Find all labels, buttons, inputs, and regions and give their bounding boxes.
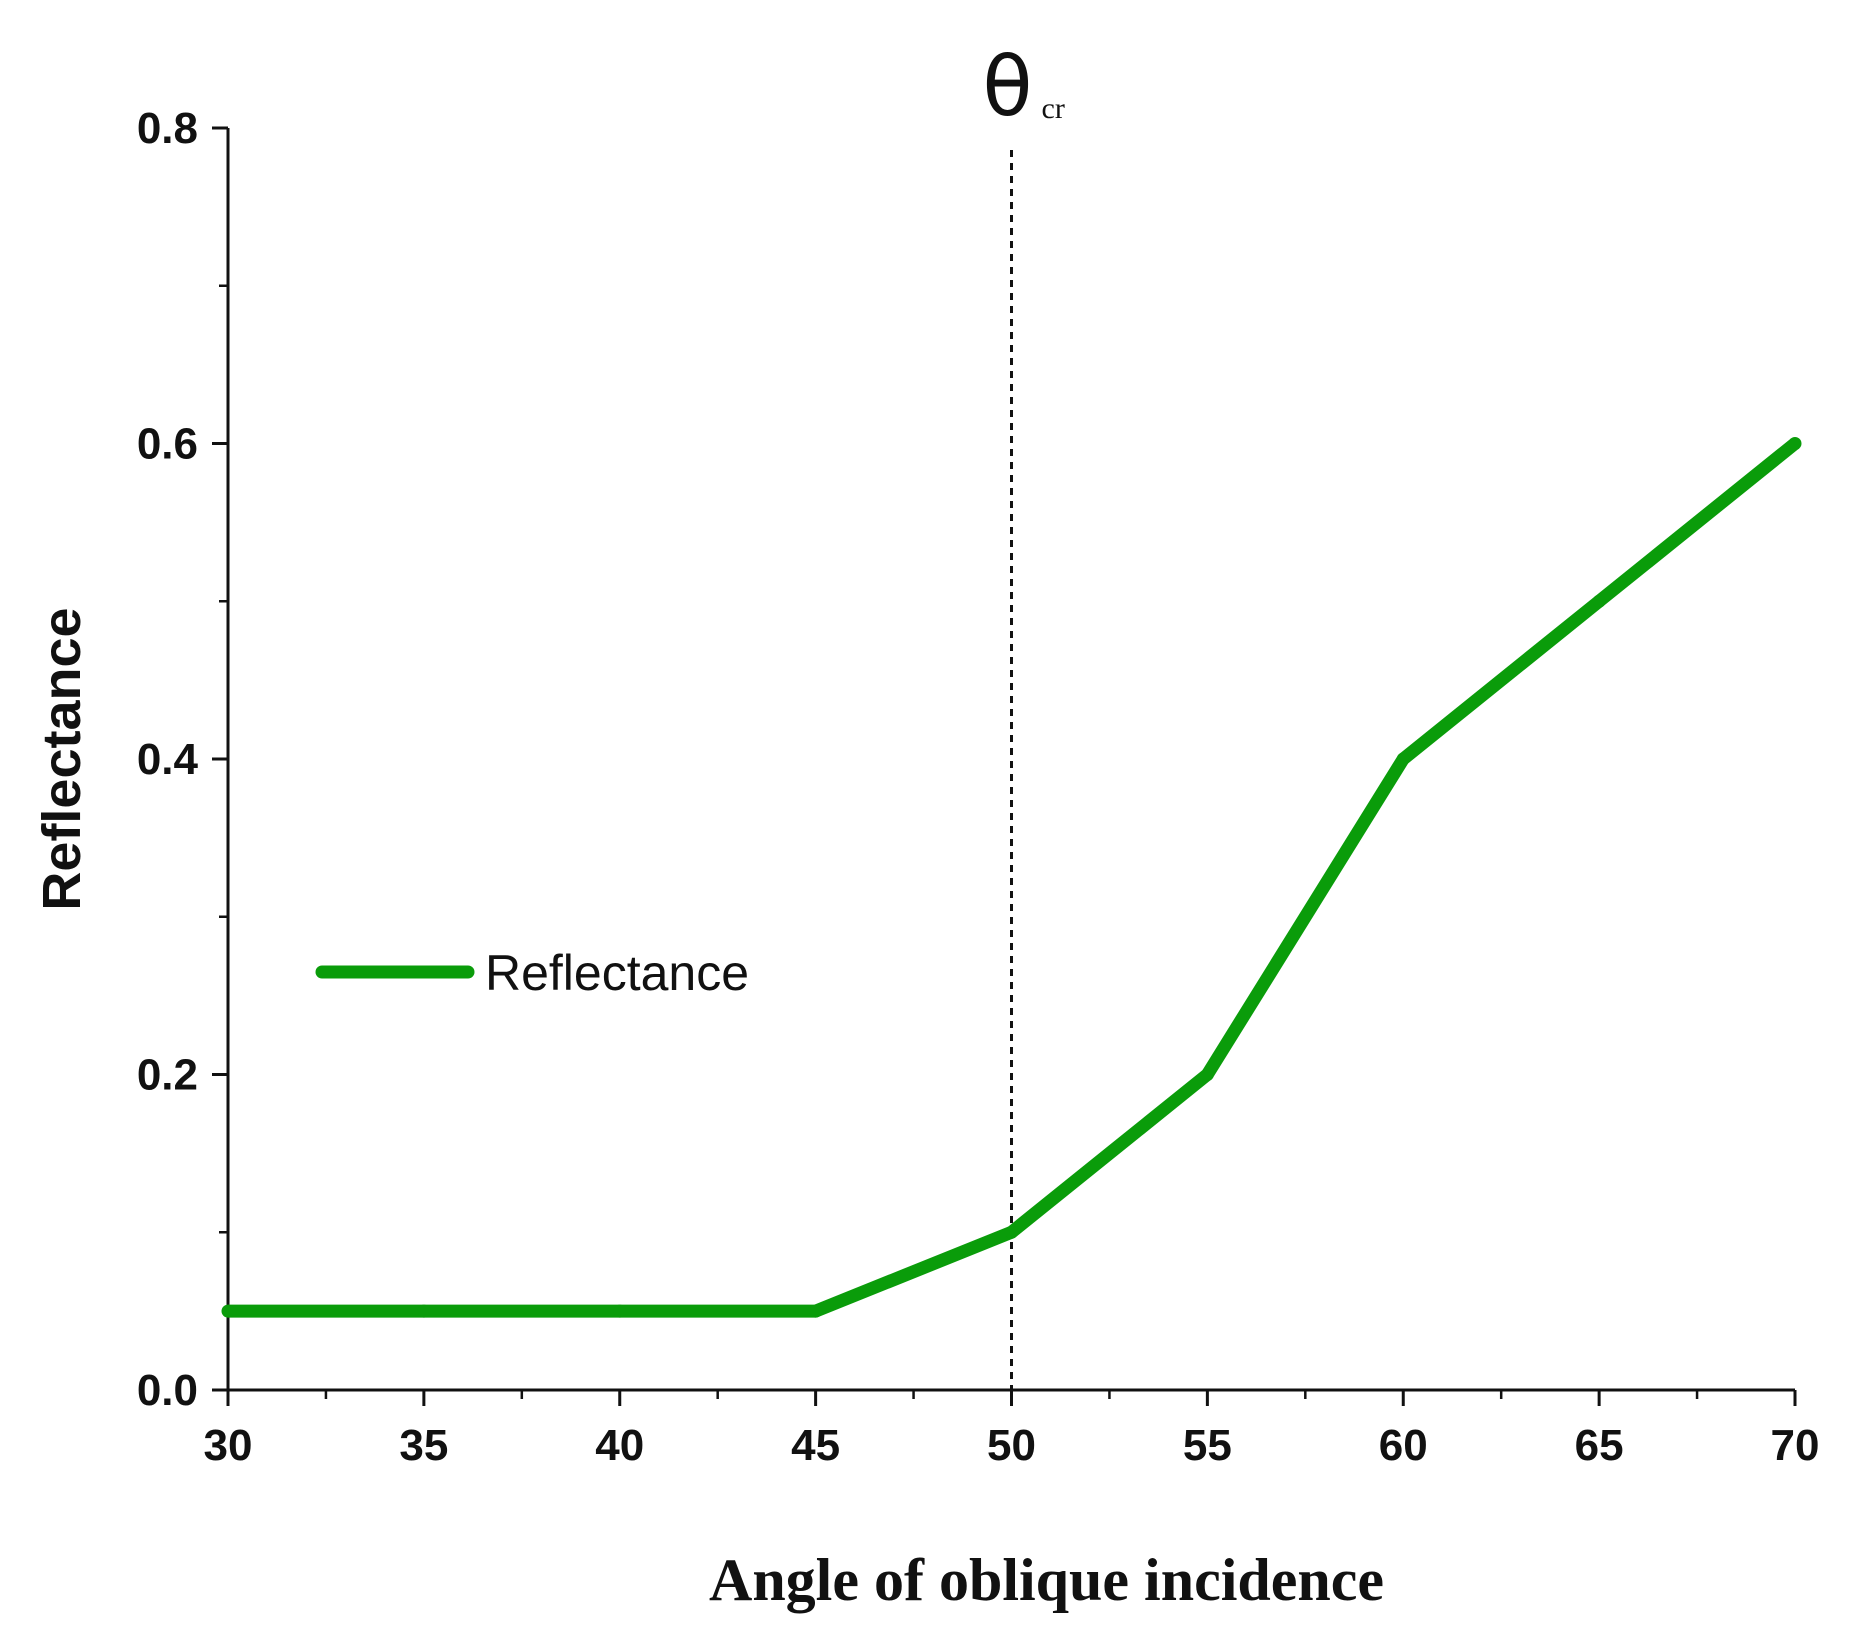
series-point [1788, 437, 1802, 450]
legend-label: Reflectance [485, 945, 749, 1001]
series-point [417, 1304, 431, 1318]
critical-angle-theta: θ [982, 40, 1032, 135]
axes: 30 35 40 45 50 55 60 65 70 0.0 0.2 0.4 0.6 0.8 [137, 104, 1820, 1470]
annotation-layer: θ cr [982, 40, 1065, 1390]
series-point [613, 1304, 627, 1318]
series-layer [221, 437, 1802, 1318]
axis-labels: Reflectance Angle of oblique incidence [32, 607, 1384, 1613]
y-axis-title: Reflectance [32, 607, 92, 910]
critical-angle-subscript: cr [1042, 92, 1065, 125]
y-tick-label: 0.0 [137, 1366, 198, 1415]
x-tick-label: 60 [1379, 1421, 1428, 1470]
x-tick-label: 40 [595, 1421, 644, 1470]
series-point [1396, 752, 1410, 766]
series-point [809, 1304, 823, 1318]
x-tick-label: 65 [1575, 1421, 1624, 1470]
x-tick-label: 45 [791, 1421, 840, 1470]
series-point [1200, 1068, 1214, 1081]
y-tick-label: 0.2 [137, 1051, 198, 1100]
x-tick-label: 70 [1771, 1421, 1820, 1470]
x-axis-title: Angle of oblique incidence [709, 1547, 1384, 1613]
y-tick-label: 0.4 [137, 735, 199, 784]
x-tick-label: 50 [987, 1421, 1036, 1470]
series-point [221, 1304, 235, 1318]
y-tick-label: 0.8 [137, 104, 198, 153]
x-tick-label: 30 [204, 1421, 253, 1470]
legend: Reflectance [315, 945, 749, 1001]
series-point [1005, 1225, 1018, 1239]
y-tick-label: 0.6 [137, 420, 198, 469]
x-tick-label: 55 [1183, 1421, 1232, 1470]
x-tick-label: 35 [399, 1421, 448, 1470]
series-point [1592, 594, 1606, 608]
